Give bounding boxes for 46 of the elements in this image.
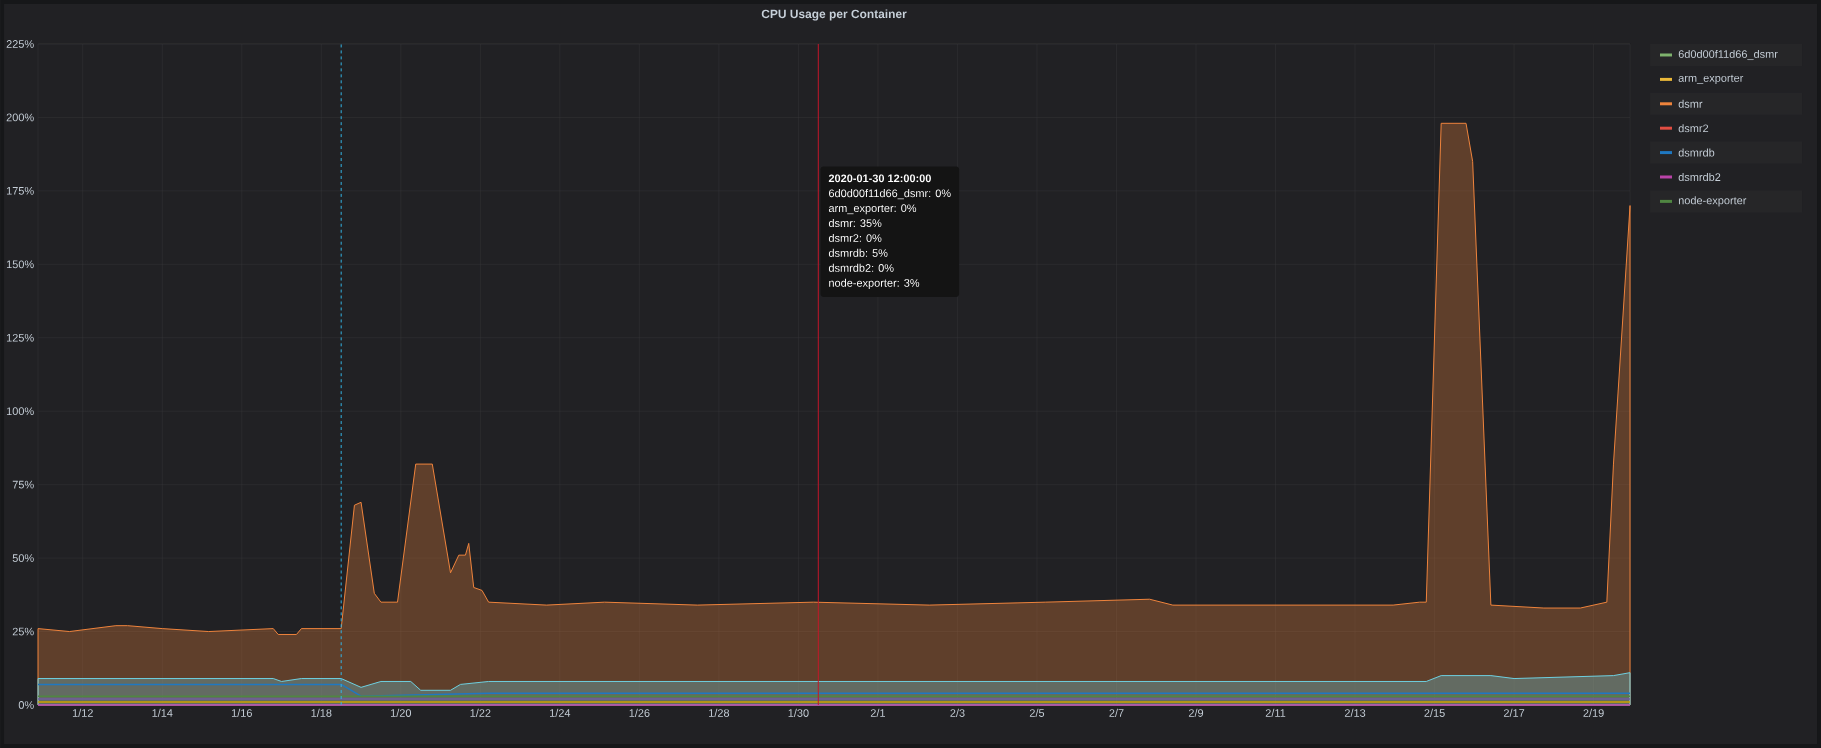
y-tick-label: 75% — [12, 480, 34, 489]
annotation: dsmrdb2: 0% — [828, 263, 894, 272]
x-tick-label: 2/15 — [1424, 708, 1445, 717]
x-tick-label: 1/26 — [629, 708, 650, 717]
chart-title: CPU Usage per Container — [761, 9, 907, 21]
legend-label: dsmr2 — [1678, 124, 1709, 133]
y-tick-label: 150% — [6, 260, 34, 269]
y-tick-label: 225% — [6, 40, 34, 48]
annotation: dsmrdb: 5% — [828, 248, 888, 257]
annotation: node-exporter: 3% — [829, 278, 920, 289]
y-tick-label: 0% — [18, 701, 34, 709]
x-tick-label: 1/14 — [152, 708, 173, 717]
x-tick-label: 1/18 — [311, 708, 332, 717]
x-tick-label: 2/1 — [870, 708, 886, 717]
y-tick-label: 25% — [12, 627, 34, 636]
ref-line-label: 2020-01-30 12:00:00 — [828, 174, 931, 183]
legend-label: dsmrdb2 — [1678, 172, 1721, 182]
x-tick-label: 2/13 — [1344, 708, 1366, 717]
y-tick-label: 125% — [6, 333, 34, 342]
annotation: dsmr2: 0% — [828, 233, 882, 242]
x-tick-label: 1/12 — [72, 708, 93, 717]
annotation: 6d0d00f11d66_dsmr: 0% — [829, 189, 951, 200]
x-tick-label: 1/28 — [709, 708, 730, 717]
x-tick-label: 2/11 — [1265, 708, 1286, 717]
x-tick-label: 1/24 — [550, 708, 571, 717]
x-tick-label: 1/16 — [231, 708, 252, 717]
x-tick-label: 1/20 — [390, 708, 412, 717]
annotation: arm_exporter: 0% — [828, 204, 917, 215]
x-tick-label: 2/19 — [1583, 708, 1604, 717]
y-tick-label: 50% — [12, 554, 34, 562]
x-tick-label: 1/22 — [470, 708, 491, 717]
y-tick-label: 200% — [6, 113, 34, 122]
annotation: dsmr: 35% — [828, 218, 882, 228]
x-tick-label: 2/5 — [1029, 708, 1045, 717]
x-tick-label: 2/3 — [950, 708, 965, 717]
x-tick-label: 2/7 — [1109, 708, 1124, 717]
legend-label: 6d0d00f11d66_dsmr — [1678, 49, 1778, 61]
y-tick-label: 100% — [6, 407, 34, 416]
legend-label: dsmrdb — [1678, 148, 1715, 157]
legend-label: arm_exporter — [1678, 74, 1744, 85]
legend-label: node-exporter — [1678, 196, 1747, 207]
x-tick-label: 2/17 — [1503, 708, 1525, 717]
legend-label: dsmr — [1678, 99, 1703, 108]
x-tick-label: 1/30 — [788, 708, 809, 717]
y-tick-label: 175% — [6, 187, 34, 195]
x-tick-label: 2/9 — [1188, 708, 1204, 717]
